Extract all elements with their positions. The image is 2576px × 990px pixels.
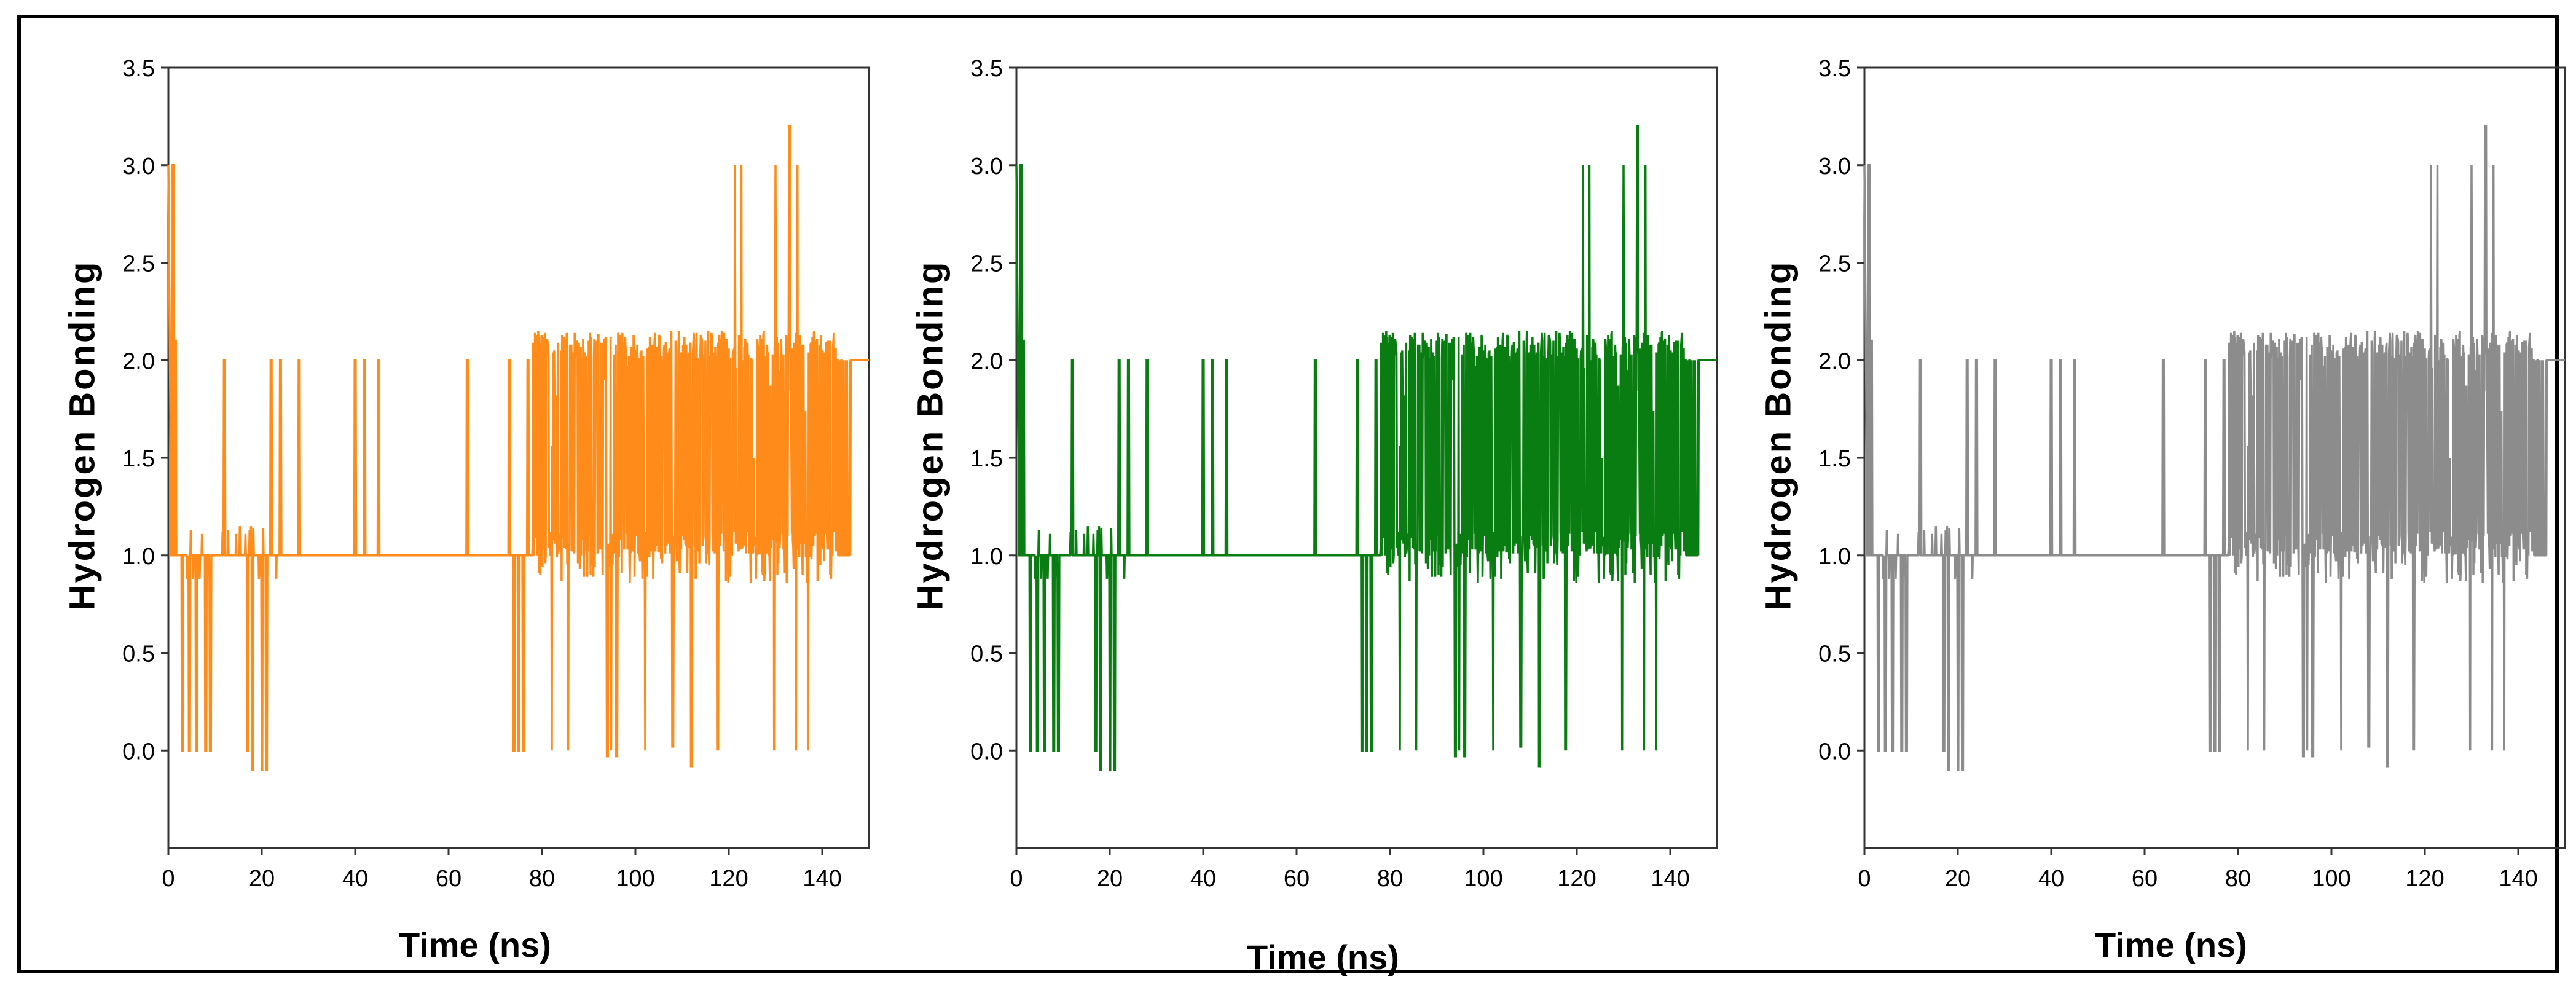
y-tick-label: 2.5	[1818, 251, 1851, 277]
chart-panel-orange: Hydrogen Bonding 0.0 0.5 1.0 1.5 2.0 2.5 3.0 3.…	[52, 43, 875, 965]
x-tick-label: 40	[2038, 866, 2064, 892]
x-tick-label: 60	[2132, 866, 2158, 892]
hydrogen-bond-series-line	[167, 125, 869, 771]
y-tick-label: 1.0	[970, 544, 1003, 570]
hydrogen-bond-series-line	[1015, 125, 1717, 771]
x-tick-label: 120	[1557, 866, 1596, 892]
y-tick-label: 2.0	[1818, 348, 1851, 374]
x-tick-label: 60	[436, 866, 461, 892]
y-tick-label: 3.5	[1818, 56, 1851, 82]
x-tick-label: 20	[1945, 866, 1971, 892]
y-tick-label: 3.0	[970, 154, 1003, 179]
x-tick-label: 80	[529, 866, 555, 892]
hydrogen-bond-series-line	[1863, 125, 2565, 771]
x-tick-label: 140	[803, 866, 841, 892]
x-tick-label: 120	[709, 866, 748, 892]
x-tick-label: 20	[1097, 866, 1123, 892]
x-tick-label: 100	[616, 866, 654, 892]
y-tick-label: 1.0	[1818, 544, 1851, 570]
x-tick-label: 0	[1010, 866, 1023, 892]
y-tick-label: 1.5	[1818, 446, 1851, 472]
y-tick-label: 0.5	[1818, 642, 1851, 667]
x-tick-label: 80	[1377, 866, 1403, 892]
y-tick-label: 3.0	[122, 154, 155, 179]
y-tick-label: 3.5	[970, 56, 1003, 82]
x-axis-label: Time (ns)	[2095, 925, 2247, 964]
y-tick-label: 2.0	[122, 348, 155, 374]
y-tick-label: 2.0	[970, 348, 1003, 374]
x-tick-label: 140	[2499, 866, 2537, 892]
chart-panel-green: Hydrogen Bonding 0.0 0.5 1.0 1.5 2.0 2.5 3.0 3.…	[900, 43, 1723, 976]
chart-svg: 0.0 0.5 1.0 1.5 2.0 2.5 3.0 3.5 0 20 40 60 80 100 120 1…	[970, 56, 1718, 892]
y-tick-label: 1.5	[970, 446, 1003, 472]
x-tick-label: 40	[342, 866, 368, 892]
x-tick-label: 140	[1651, 866, 1689, 892]
x-tick-label: 0	[1858, 866, 1871, 892]
x-tick-label: 100	[1464, 866, 1502, 892]
x-tick-label: 120	[2405, 866, 2444, 892]
y-tick-label: 1.5	[122, 446, 155, 472]
chart-svg: 0.0 0.5 1.0 1.5 2.0 2.5 3.0 3.5 0 20 40 60 80 100 120 1…	[122, 56, 870, 892]
x-tick-label: 60	[1284, 866, 1310, 892]
y-tick-label: 0.0	[1818, 739, 1851, 764]
x-tick-label: 100	[2312, 866, 2350, 892]
y-tick-label: 0.0	[122, 739, 155, 764]
y-tick-label: 3.5	[122, 56, 155, 82]
y-tick-label: 3.0	[1818, 154, 1851, 179]
chart-svg: 0.0 0.5 1.0 1.5 2.0 2.5 3.0 3.5 0 20 40 60 80 100 120 1…	[1818, 56, 2566, 892]
y-tick-label: 0.5	[970, 642, 1003, 667]
y-tick-label: 0.5	[122, 642, 155, 667]
x-axis-label: Time (ns)	[1247, 938, 1399, 976]
figure-frame: Hydrogen Bonding 0.0 0.5 1.0 1.5 2.0 2.5 3.0 3.…	[17, 15, 2566, 976]
chart-panel-gray: Hydrogen Bonding 0.0 0.5 1.0 1.5 2.0 2.5 3.0 3.…	[1748, 43, 2571, 965]
x-axis-label: Time (ns)	[399, 925, 551, 964]
y-tick-label: 2.5	[970, 251, 1003, 277]
x-tick-label: 80	[2225, 866, 2251, 892]
x-tick-label: 40	[1190, 866, 1216, 892]
y-tick-label: 1.0	[122, 544, 155, 570]
x-tick-label: 0	[162, 866, 175, 892]
y-tick-label: 0.0	[970, 739, 1003, 764]
y-tick-label: 2.5	[122, 251, 155, 277]
x-tick-label: 20	[249, 866, 275, 892]
